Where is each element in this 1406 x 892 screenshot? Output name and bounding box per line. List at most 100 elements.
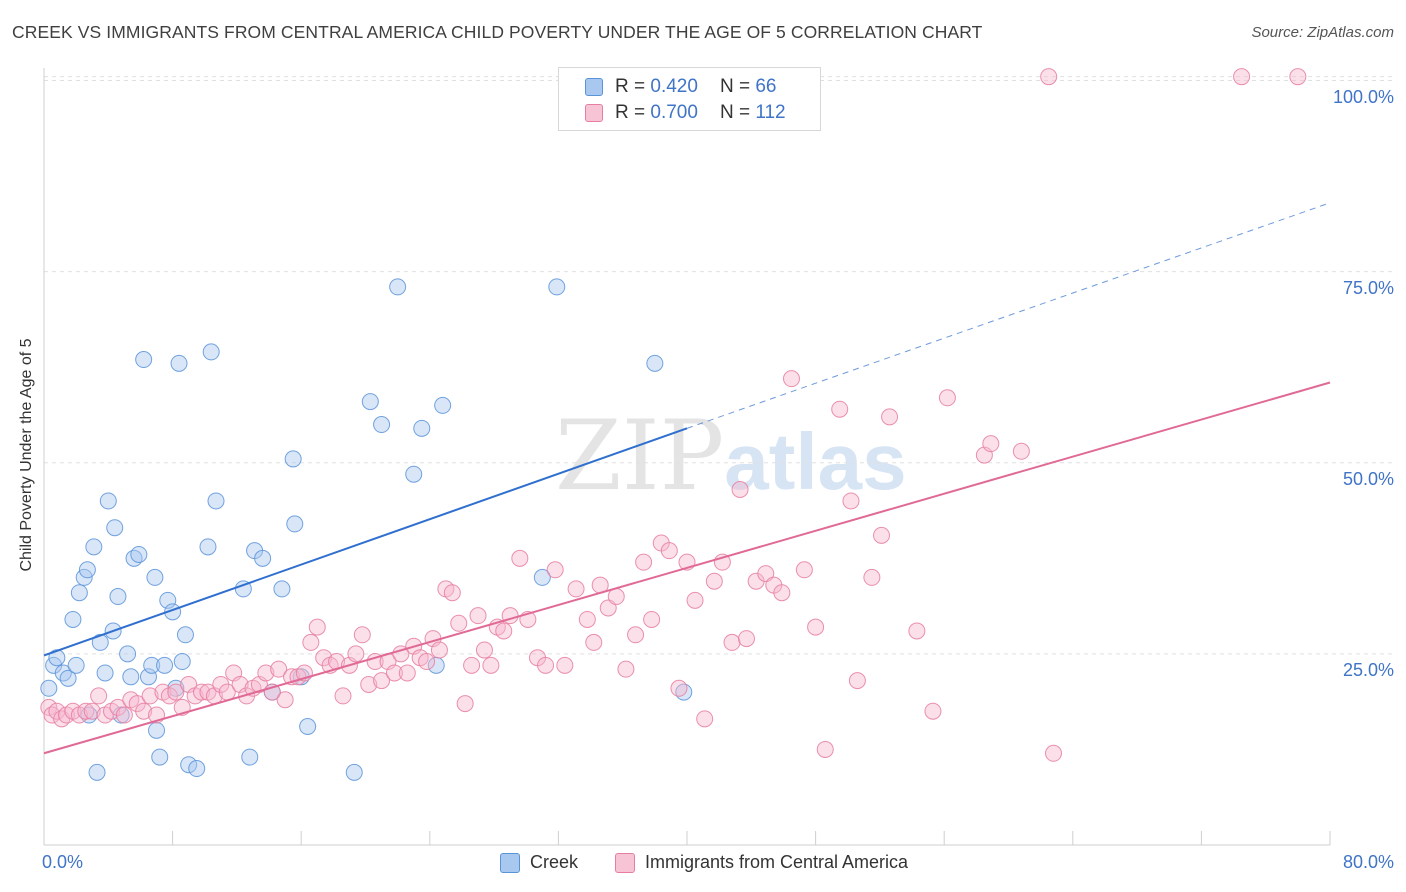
creek-point-41 <box>207 492 225 510</box>
immigrants-point-112 <box>863 568 881 586</box>
immigrants-point-89 <box>643 610 661 628</box>
immigrants-point-82 <box>585 633 603 651</box>
x-tick-label-max: 80.0% <box>1342 852 1394 872</box>
immigrants-point-122 <box>1045 744 1063 762</box>
legend-creek-label: Creek <box>530 852 579 872</box>
immigrants-point-7 <box>77 702 95 720</box>
immigrants-point-16 <box>135 702 153 720</box>
immigrants-point-111 <box>848 672 866 690</box>
y-tick-label-25: 25.0% <box>1342 660 1394 680</box>
immigrants-point-109 <box>831 400 849 418</box>
immigrants-point-117 <box>938 389 956 407</box>
immigrants-trend-line <box>43 381 1331 755</box>
creek-point-27 <box>146 568 164 586</box>
immigrants-point-66 <box>456 695 474 713</box>
immigrants-point-50 <box>353 626 371 644</box>
immigrants-point-77 <box>537 656 555 674</box>
legend-item-creek: Creek <box>500 852 578 873</box>
immigrants-point-79 <box>556 656 574 674</box>
creek-point-14 <box>96 664 114 682</box>
immigrants-point-53 <box>373 672 391 690</box>
creek-n-label: N = <box>719 76 751 97</box>
immigrants-point-92 <box>670 679 688 697</box>
creek-point-40 <box>202 343 220 361</box>
chart-title: CREEK VS IMMIGRANTS FROM CENTRAL AMERICA… <box>12 22 983 42</box>
immigrants-point-70 <box>482 656 500 674</box>
creek-point-43 <box>241 748 259 766</box>
immigrants-point-116 <box>924 702 942 720</box>
creek-point-30 <box>156 656 174 674</box>
immigrants-point-43 <box>308 618 326 636</box>
creek-point-35 <box>173 653 191 671</box>
immigrants-point-8 <box>83 702 101 720</box>
immigrants-point-114 <box>881 408 899 426</box>
immigrants-point-98 <box>723 633 741 651</box>
immigrants-point-65 <box>450 614 468 632</box>
immigrants-point-57 <box>398 664 416 682</box>
creek-point-20 <box>119 645 137 663</box>
creek-point-56 <box>405 465 423 483</box>
watermark: ZIPatlas <box>555 400 907 512</box>
creek-point-49 <box>286 515 304 533</box>
creek-point-12 <box>88 763 106 781</box>
immigrants-point-64 <box>443 584 461 602</box>
creek-point-28 <box>148 721 166 739</box>
creek-point-54 <box>373 416 391 434</box>
creek-point-57 <box>413 419 431 437</box>
creek-swatch <box>585 78 603 96</box>
creek-point-34 <box>170 354 188 372</box>
creek-point-59 <box>434 396 452 414</box>
creek-point-24 <box>135 351 153 369</box>
immigrants-point-9 <box>90 687 108 705</box>
immigrants-swatch <box>585 104 603 122</box>
immigrants-point-37 <box>270 660 288 678</box>
immigrants-point-110 <box>842 492 860 510</box>
immigrants-point-35 <box>257 664 275 682</box>
y-tick-label-75: 75.0% <box>1342 278 1394 298</box>
immigrants-point-106 <box>795 561 813 579</box>
immigrants-point-69 <box>475 641 493 659</box>
immigrants-point-51 <box>360 675 378 693</box>
immigrants-point-91 <box>660 542 678 560</box>
immigrants-point-21 <box>167 683 185 701</box>
legend-row-creek: R = 0.420 N = 66 <box>585 74 776 100</box>
immigrants-point-105 <box>782 370 800 388</box>
immigrants-point-74 <box>511 549 529 567</box>
immigrants-point-121 <box>1040 68 1058 86</box>
immigrants-point-80 <box>567 580 585 598</box>
creek-point-37 <box>180 756 198 774</box>
immigrants-point-62 <box>430 641 448 659</box>
immigrants-point-124 <box>1289 68 1307 86</box>
watermark-atlas: atlas <box>724 417 907 506</box>
source-label: Source: ZipAtlas.com <box>1251 24 1394 41</box>
immigrants-point-13 <box>115 706 133 724</box>
legend-row-immigrants: R = 0.700 N = 112 <box>585 100 786 126</box>
immigrants-point-38 <box>276 691 294 709</box>
creek-point-36 <box>176 626 194 644</box>
creek-point-13 <box>91 633 109 651</box>
immigrants-point-100 <box>737 630 755 648</box>
y-tick-label-100: 100.0% <box>1332 87 1394 107</box>
immigrants-point-68 <box>469 607 487 625</box>
creek-point-62 <box>646 354 664 372</box>
legend-immigrants-swatch <box>615 852 635 873</box>
creek-point-48 <box>284 450 302 468</box>
creek-point-18 <box>109 588 127 606</box>
immigrants-point-49 <box>347 645 365 663</box>
immigrants-point-123 <box>1233 68 1251 86</box>
creek-point-3 <box>54 664 72 682</box>
creek-point-53 <box>361 393 379 411</box>
immigrants-point-94 <box>686 591 704 609</box>
immigrants-point-55 <box>385 664 403 682</box>
immigrants-point-87 <box>627 626 645 644</box>
creek-trend-extension <box>686 202 1331 429</box>
immigrants-point-17 <box>141 687 159 705</box>
creek-point-45 <box>254 549 272 567</box>
creek-point-7 <box>70 584 88 602</box>
immigrants-point-120 <box>1012 442 1030 460</box>
creek-point-38 <box>188 760 206 778</box>
creek-point-6 <box>67 656 85 674</box>
immigrants-point-113 <box>873 526 891 544</box>
creek-point-21 <box>122 668 140 686</box>
immigrants-point-119 <box>982 435 1000 453</box>
